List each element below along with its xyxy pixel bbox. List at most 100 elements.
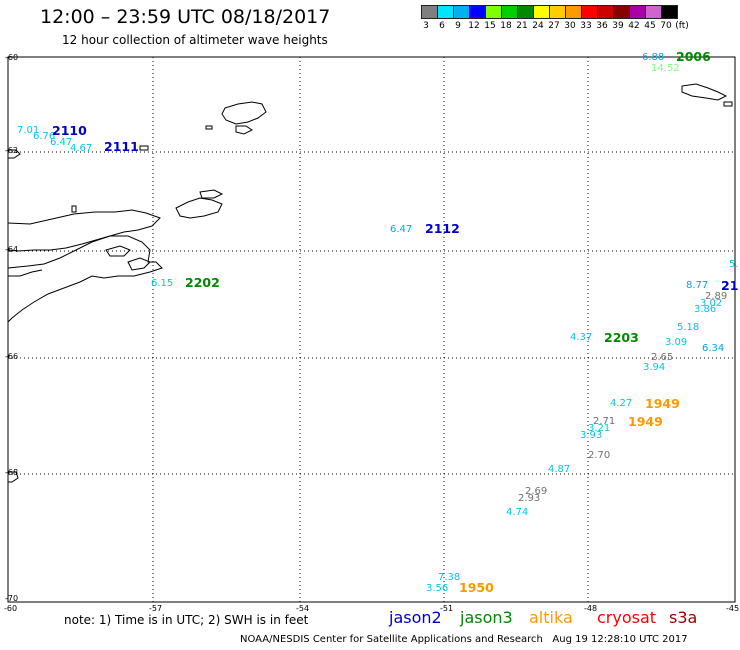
wave-height-value: 2.71: [593, 416, 616, 427]
page-subtitle: 12 hour collection of altimeter wave hei…: [62, 33, 328, 47]
colorbar-label: 12: [468, 21, 480, 31]
colorbar-label: 33: [580, 21, 592, 31]
colorbar-label: 21: [516, 21, 528, 31]
wave-height-value: 3.56: [426, 583, 449, 594]
colorbar-label: 42: [628, 21, 640, 31]
wave-height-value: 5.18: [677, 322, 700, 333]
colorbar-label: (ft): [675, 21, 689, 31]
colorbar-label: 18: [500, 21, 512, 31]
wave-height-value: 4.27: [610, 398, 633, 409]
pass-time-label: 1949: [628, 414, 663, 429]
colorbar-swatch: [629, 5, 646, 19]
wave-height-value: 5.: [729, 259, 739, 270]
pass-time-label: 2110: [52, 123, 87, 138]
pass-time-label: 2112: [425, 221, 460, 236]
wave-height-value: 3.94: [643, 362, 666, 373]
colorbar-labels: 3 6 9 12 15 18 21 24 27 30 33 36 39 42 45 70 (ft): [421, 19, 689, 31]
colorbar-swatch: [581, 5, 598, 19]
colorbar-label: 39: [612, 21, 624, 31]
wave-height-value: 2.65: [651, 352, 674, 363]
wave-height-value: 6.47: [50, 137, 73, 148]
colorbar-swatch: [453, 5, 470, 19]
footer-org: NOAA/NESDIS Center for Satellite Applica…: [240, 634, 543, 645]
colorbar-label: 6: [439, 21, 445, 31]
lat-tick-label: -62: [5, 146, 19, 155]
wave-height-value: 6.34: [702, 343, 725, 354]
wave-height-value: 2.69: [525, 486, 548, 497]
wave-height-value: 3.86: [694, 304, 717, 315]
colorbar-swatch: [485, 5, 502, 19]
colorbar-swatch: [437, 5, 454, 19]
satellite-s3a: s3a: [669, 608, 698, 627]
wave-height-value: 6.47: [390, 224, 413, 235]
wave-height-value: 3.21: [588, 423, 611, 434]
colorbar-swatch: [661, 5, 678, 19]
page-title: 12:00 – 23:59 UTC 08/18/2017: [40, 6, 331, 28]
footer-timestamp: Aug 19 12:28:10 UTC 2017: [552, 634, 688, 645]
wave-height-value: 3.02: [700, 298, 723, 309]
wave-height-value: 3.09: [665, 337, 688, 348]
map-frame: [7, 56, 736, 603]
colorbar-swatch: [613, 5, 630, 19]
lon-tick-label: -51: [440, 604, 454, 613]
satellite-jason2: jason2: [389, 608, 442, 627]
footer-credit: NOAA/NESDIS Center for Satellite Applica…: [240, 634, 688, 645]
lon-tick-label: -48: [584, 604, 598, 613]
pass-time-label: 21: [721, 278, 739, 293]
colorbar-label: 27: [548, 21, 560, 31]
wave-height-value: 2.93: [518, 493, 541, 504]
wave-height-value: 6.76: [33, 131, 56, 142]
colorbar-swatches: [421, 5, 678, 19]
colorbar-swatch: [501, 5, 518, 19]
wave-height-value: 4.37: [570, 332, 593, 343]
colorbar-label: 24: [532, 21, 544, 31]
lat-tick-label: -60: [5, 53, 19, 62]
pass-time-label: 2202: [185, 275, 220, 290]
lat-tick-label: -70: [5, 594, 19, 603]
lat-tick-label: -68: [5, 468, 19, 477]
lon-tick-label: -60: [4, 604, 18, 613]
pass-time-label: 1950: [459, 580, 494, 595]
colorbar-swatch: [421, 5, 438, 19]
pass-time-label: 2203: [604, 330, 639, 345]
wave-height-value: 2.70: [588, 450, 611, 461]
wave-height-value: 2.89: [705, 291, 728, 302]
lon-tick-label: -57: [149, 604, 163, 613]
satellite-altika: altika: [529, 608, 573, 627]
lon-tick-label: -45: [726, 604, 740, 613]
wave-height-value: 6.15: [151, 278, 174, 289]
satellite-cryosat: cryosat: [597, 608, 657, 627]
wave-height-value: 4.67: [70, 143, 93, 154]
colorbar-swatch: [469, 5, 486, 19]
colorbar-swatch: [549, 5, 566, 19]
colorbar-swatch: [645, 5, 662, 19]
colorbar-label: 15: [484, 21, 496, 31]
wave-height-value: 7.38: [438, 572, 461, 583]
note-text: note: 1) Time is in UTC; 2) SWH is in fe…: [64, 613, 309, 627]
colorbar-label: 3: [423, 21, 429, 31]
lat-tick-label: -66: [5, 352, 19, 361]
colorbar-label: 30: [564, 21, 576, 31]
lat-tick-label: -64: [5, 245, 19, 254]
wave-height-value: 3.93: [580, 430, 603, 441]
satellite-jason3: jason3: [460, 608, 513, 627]
colorbar-label: 36: [596, 21, 608, 31]
pass-time-label: 2111: [104, 139, 139, 154]
wave-height-colorbar: 3 6 9 12 15 18 21 24 27 30 33 36 39 42 45 70 (ft): [421, 5, 689, 31]
colorbar-label: 9: [455, 21, 461, 31]
colorbar-swatch: [597, 5, 614, 19]
colorbar-label: 45: [644, 21, 656, 31]
lon-tick-label: -54: [296, 604, 310, 613]
wave-height-value: 8.77: [686, 280, 709, 291]
wave-height-value: 4.74: [506, 507, 529, 518]
colorbar-swatch: [517, 5, 534, 19]
colorbar-swatch: [533, 5, 550, 19]
colorbar-swatch: [565, 5, 582, 19]
pass-time-label: 1949: [645, 396, 680, 411]
wave-height-value: 4.87: [548, 464, 571, 475]
wave-height-value: 7.01: [17, 125, 40, 136]
wave-height-value: 6.88: [642, 52, 665, 63]
graticule: [8, 57, 735, 602]
pass-time-label: 2006: [676, 49, 711, 64]
